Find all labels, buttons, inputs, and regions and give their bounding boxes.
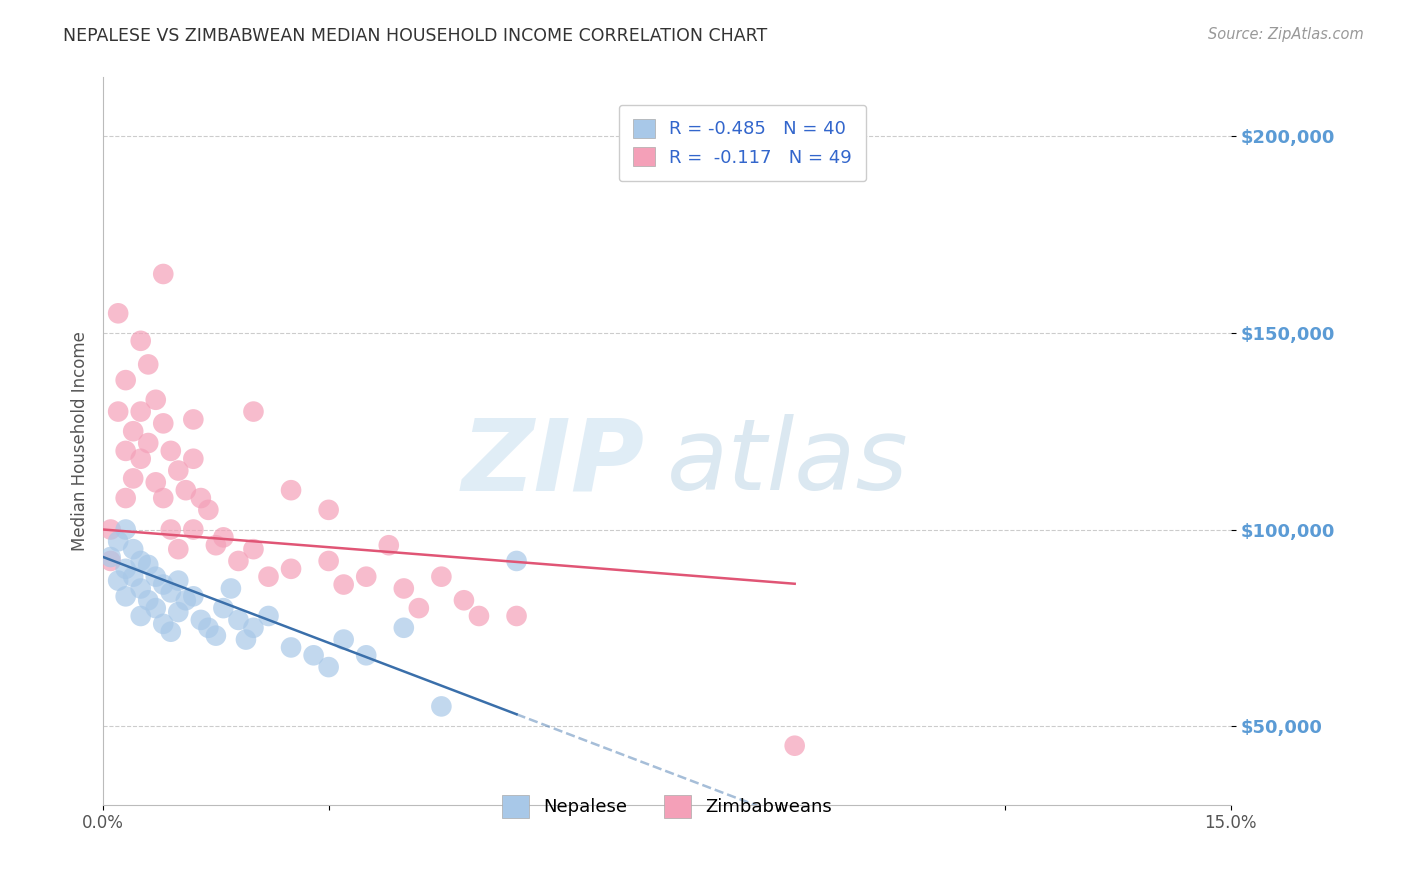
Point: [212, 530, 235, 544]
Y-axis label: Median Household Income: Median Household Income: [72, 331, 89, 551]
Point: [302, 648, 325, 663]
Point: [136, 593, 159, 607]
Point: [783, 739, 806, 753]
Point: [159, 624, 181, 639]
Text: atlas: atlas: [666, 415, 908, 511]
Point: [219, 582, 242, 596]
Point: [167, 574, 190, 588]
Point: [205, 538, 228, 552]
Point: [152, 491, 174, 505]
Point: [107, 404, 129, 418]
Point: [136, 558, 159, 572]
Point: [145, 475, 167, 490]
Point: [152, 417, 174, 431]
Point: [205, 629, 228, 643]
Point: [107, 574, 129, 588]
Text: Source: ZipAtlas.com: Source: ZipAtlas.com: [1208, 27, 1364, 42]
Point: [167, 542, 190, 557]
Point: [318, 503, 340, 517]
Point: [152, 267, 174, 281]
Point: [190, 613, 212, 627]
Point: [145, 392, 167, 407]
Point: [392, 582, 415, 596]
Point: [114, 443, 136, 458]
Point: [152, 616, 174, 631]
Point: [197, 621, 219, 635]
Point: [114, 590, 136, 604]
Point: [129, 609, 152, 624]
Point: [174, 593, 197, 607]
Point: [354, 648, 377, 663]
Point: [114, 373, 136, 387]
Point: [242, 404, 264, 418]
Point: [183, 590, 205, 604]
Point: [122, 542, 145, 557]
Point: [114, 562, 136, 576]
Point: [136, 436, 159, 450]
Point: [242, 621, 264, 635]
Point: [332, 632, 354, 647]
Point: [145, 570, 167, 584]
Point: [100, 554, 122, 568]
Point: [257, 570, 280, 584]
Point: [145, 601, 167, 615]
Point: [228, 613, 250, 627]
Point: [430, 699, 453, 714]
Point: [280, 483, 302, 498]
Point: [332, 577, 354, 591]
Text: NEPALESE VS ZIMBABWEAN MEDIAN HOUSEHOLD INCOME CORRELATION CHART: NEPALESE VS ZIMBABWEAN MEDIAN HOUSEHOLD …: [63, 27, 768, 45]
Point: [505, 554, 527, 568]
Point: [183, 412, 205, 426]
Point: [122, 570, 145, 584]
Text: ZIP: ZIP: [461, 415, 644, 511]
Point: [122, 424, 145, 438]
Point: [129, 404, 152, 418]
Point: [318, 660, 340, 674]
Point: [129, 554, 152, 568]
Point: [100, 523, 122, 537]
Point: [129, 582, 152, 596]
Point: [408, 601, 430, 615]
Point: [280, 562, 302, 576]
Point: [242, 542, 264, 557]
Point: [114, 491, 136, 505]
Point: [190, 491, 212, 505]
Point: [318, 554, 340, 568]
Point: [100, 549, 122, 564]
Point: [453, 593, 475, 607]
Point: [152, 577, 174, 591]
Point: [257, 609, 280, 624]
Point: [159, 585, 181, 599]
Point: [378, 538, 401, 552]
Point: [468, 609, 491, 624]
Point: [167, 464, 190, 478]
Point: [183, 451, 205, 466]
Point: [183, 523, 205, 537]
Point: [197, 503, 219, 517]
Point: [114, 523, 136, 537]
Point: [235, 632, 257, 647]
Point: [430, 570, 453, 584]
Legend: Nepalese, Zimbabweans: Nepalese, Zimbabweans: [495, 789, 839, 825]
Point: [354, 570, 377, 584]
Point: [107, 306, 129, 320]
Point: [129, 451, 152, 466]
Point: [174, 483, 197, 498]
Point: [212, 601, 235, 615]
Point: [280, 640, 302, 655]
Point: [392, 621, 415, 635]
Point: [122, 471, 145, 485]
Point: [159, 443, 181, 458]
Point: [167, 605, 190, 619]
Point: [228, 554, 250, 568]
Point: [107, 534, 129, 549]
Point: [159, 523, 181, 537]
Point: [505, 609, 527, 624]
Point: [129, 334, 152, 348]
Point: [136, 358, 159, 372]
